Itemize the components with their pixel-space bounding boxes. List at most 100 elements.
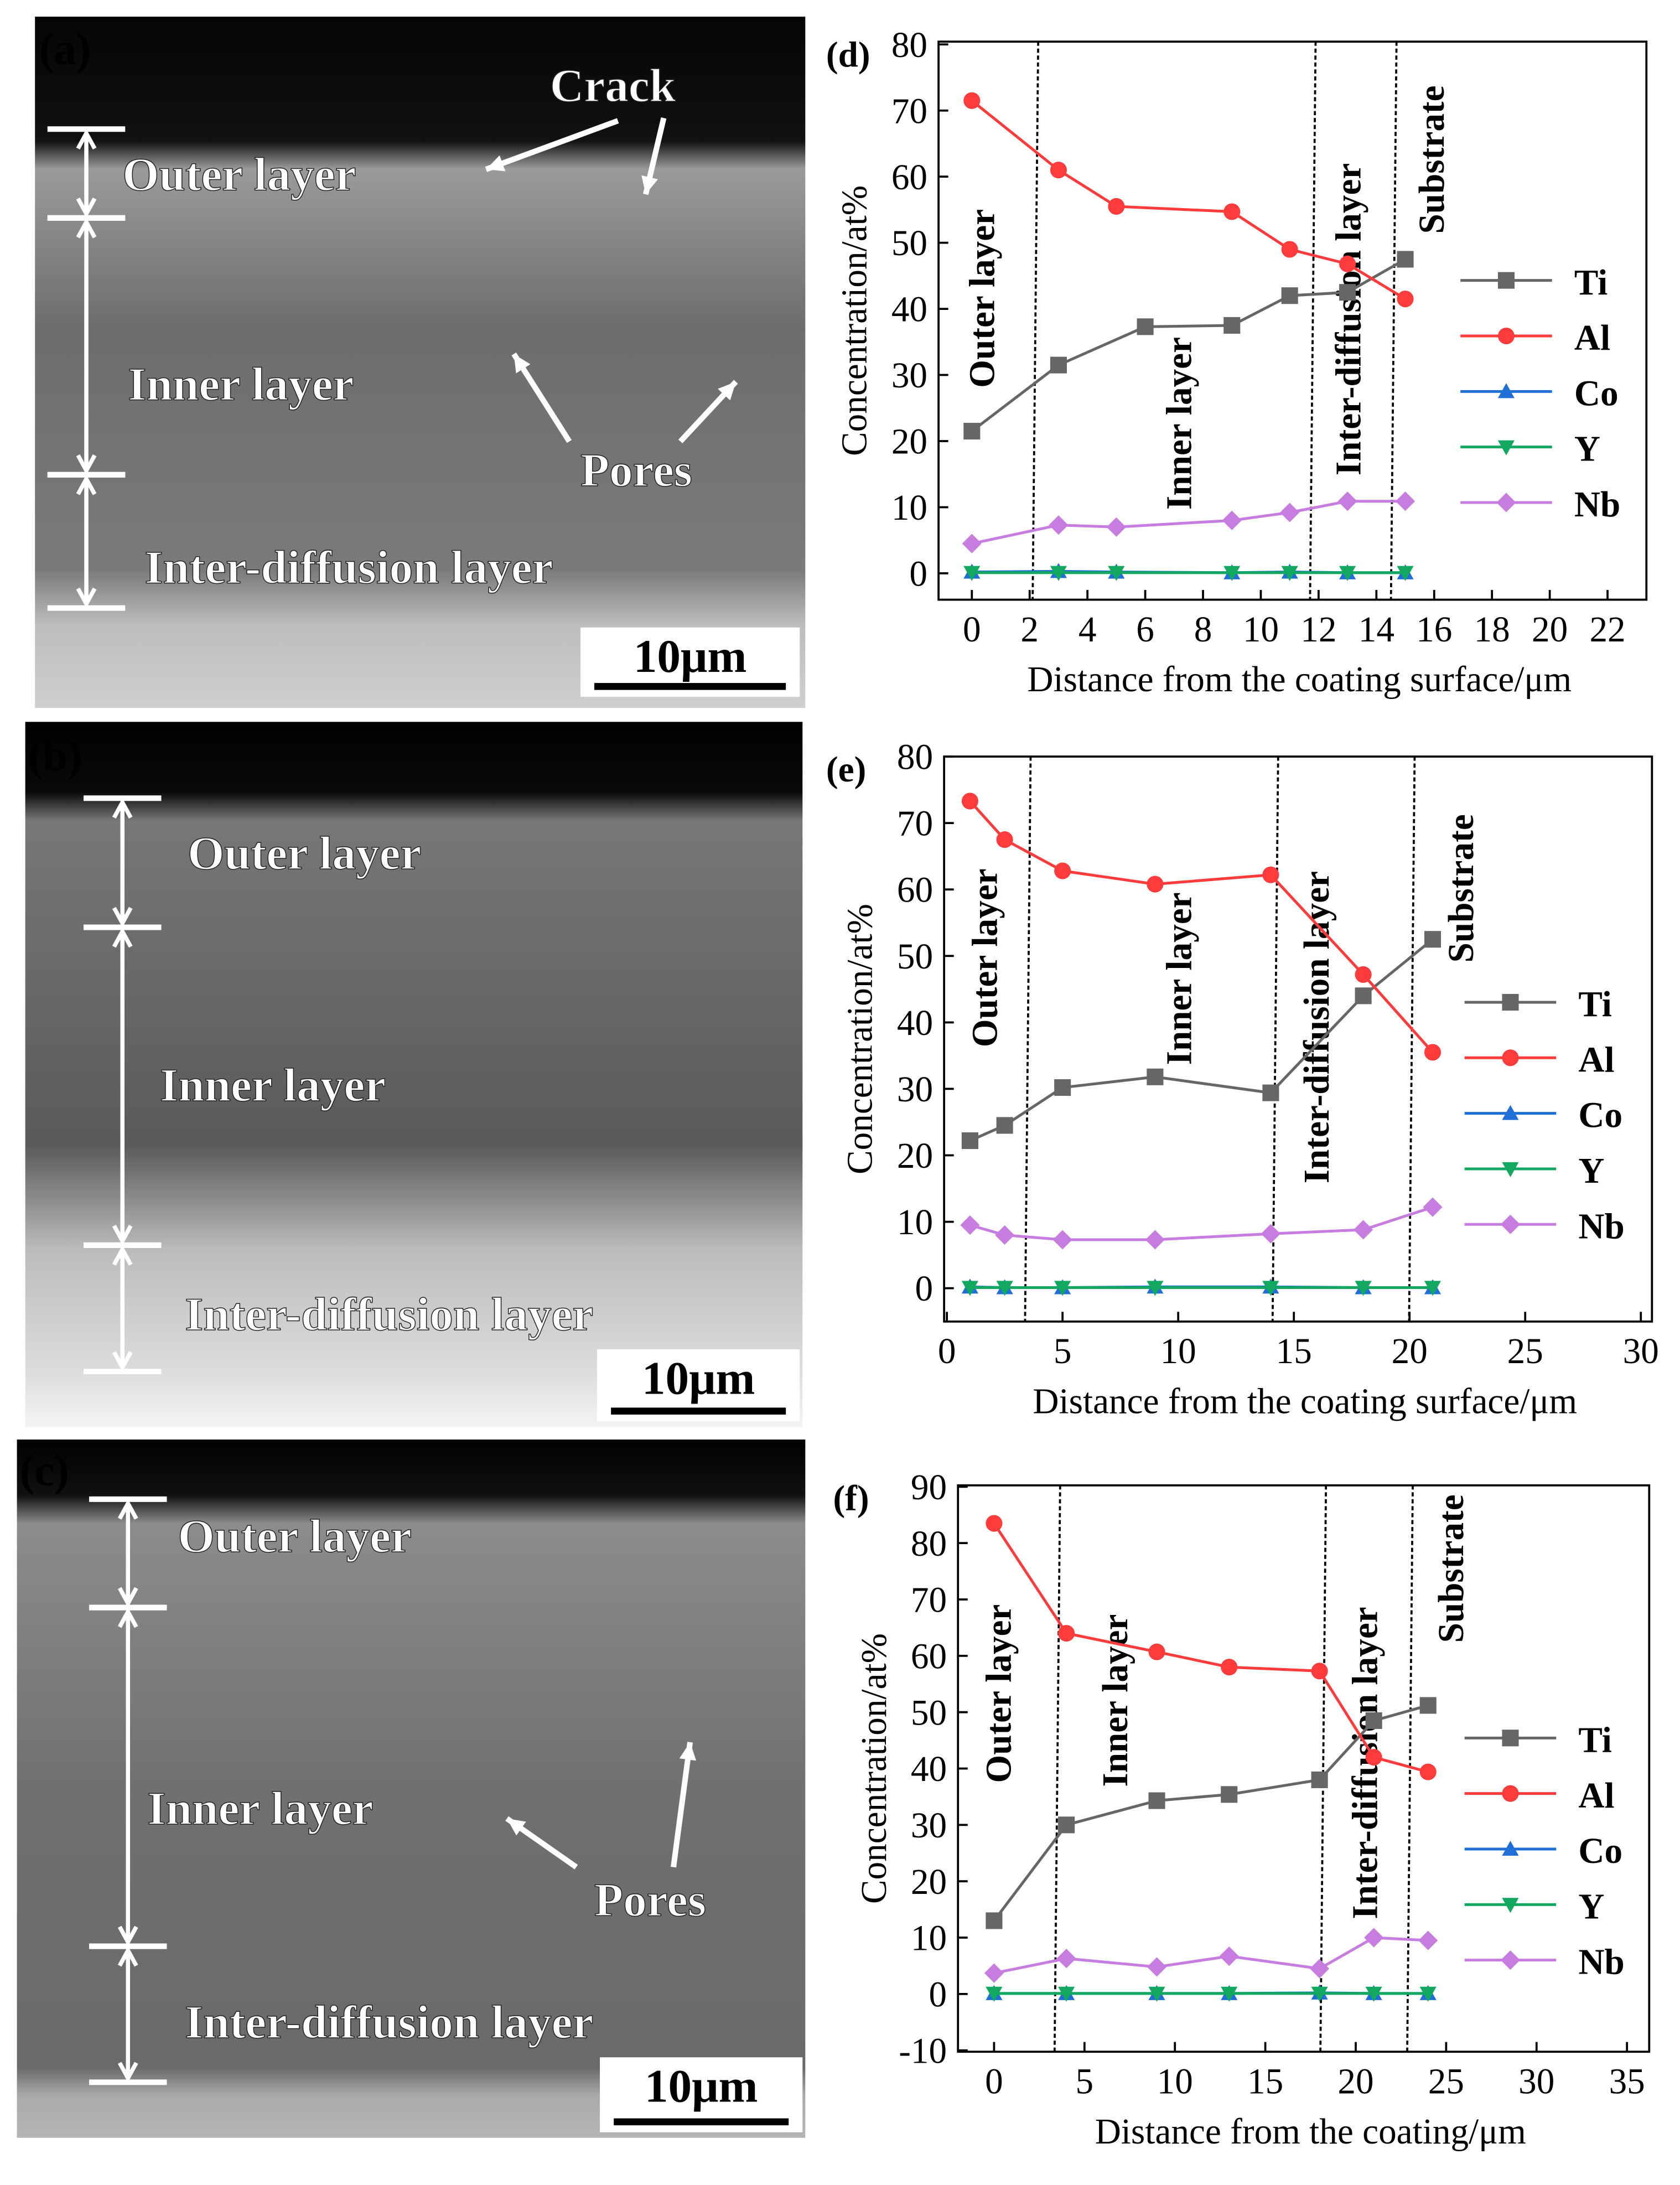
region-label: Outer layer [962, 209, 1002, 388]
data-point [1424, 1281, 1442, 1296]
data-point [1339, 255, 1356, 272]
arrowhead-icon [641, 175, 658, 195]
legend-item-nb: Nb [1460, 485, 1620, 525]
layer-boundary-line [1024, 756, 1032, 1322]
layer-label: Outer layer [122, 149, 356, 201]
data-point [1147, 1068, 1164, 1085]
arrowhead-icon [486, 155, 506, 172]
y-tick-label: 50 [911, 1693, 947, 1733]
region-label: Inner layer [1160, 892, 1200, 1065]
x-tick-label: 20 [1532, 610, 1568, 650]
series-ti [963, 251, 1414, 440]
data-point [1419, 1763, 1437, 1780]
series-line [969, 800, 1434, 1054]
legend-label: Ti [1574, 263, 1608, 303]
x-tick-label: 12 [1300, 610, 1336, 650]
scale-bar-label: 10μm [634, 630, 747, 682]
series-al [961, 793, 1442, 1061]
data-point [986, 1912, 1003, 1929]
data-point [1423, 1197, 1443, 1217]
data-point [1502, 1162, 1519, 1178]
y-tick-label: 80 [911, 1524, 947, 1564]
x-tick-label: 0 [963, 610, 981, 650]
x-axis-label: Distance from the coating surface/μm [1027, 660, 1572, 700]
layer-boundary-line [1031, 42, 1040, 600]
data-point [1262, 866, 1279, 883]
legend-item-nb: Nb [1464, 1207, 1625, 1246]
data-point [1500, 1214, 1521, 1234]
data-point [1147, 876, 1164, 893]
y-tick-label: 20 [891, 422, 927, 462]
y-axis-label: Concentration/at% [835, 185, 875, 456]
legend-label: Co [1574, 374, 1619, 413]
x-tick-label: 0 [938, 1332, 956, 1371]
region-label: Substrate [1412, 85, 1452, 234]
data-point [1106, 517, 1126, 537]
data-point [1050, 566, 1067, 581]
legend-label: Nb [1578, 1943, 1624, 1982]
legend-item-ti: Ti [1460, 263, 1608, 303]
layer-label: Pores [594, 1874, 706, 1926]
arrowhead-icon [679, 1742, 697, 1761]
legend-label: Nb [1578, 1207, 1624, 1246]
layer-boundary-line [1319, 1485, 1328, 2052]
data-point [961, 1281, 978, 1296]
legend-label: Ti [1578, 1720, 1611, 1760]
y-tick-label: 60 [891, 158, 927, 198]
region-label: Substrate [1432, 1494, 1471, 1643]
layer-label: Inner layer [147, 1783, 373, 1835]
data-point [1502, 1840, 1519, 1856]
legend-item-al: Al [1460, 318, 1610, 358]
sem-micrograph [25, 722, 803, 1427]
data-point [1058, 1816, 1075, 1834]
layer-label: Inter-diffusion layer [144, 541, 553, 593]
x-tick-label: 5 [1054, 1332, 1072, 1371]
data-point [1311, 1986, 1328, 2002]
legend-item-co: Co [1460, 374, 1619, 413]
legend-label: Y [1578, 1887, 1604, 1927]
y-tick-label: 40 [897, 1003, 933, 1043]
legend-item-co: Co [1464, 1831, 1622, 1871]
data-point [1058, 1625, 1075, 1642]
series-al [963, 92, 1414, 308]
data-point [1311, 1771, 1328, 1788]
data-point [995, 1225, 1015, 1245]
data-point [986, 1986, 1003, 2002]
x-tick-label: 10 [1157, 2062, 1193, 2101]
data-point [1221, 1986, 1238, 2002]
data-point [1221, 1659, 1238, 1676]
arrowhead-icon [112, 1245, 133, 1372]
y-tick-label: 10 [911, 1919, 947, 1959]
data-point [1364, 1928, 1384, 1948]
legend-item-y: Y [1460, 429, 1600, 469]
sem-micrograph [35, 17, 806, 708]
data-point [1339, 566, 1356, 581]
data-point [1148, 1792, 1165, 1809]
layer-boundary-line [1271, 756, 1279, 1322]
data-point [960, 1215, 980, 1235]
data-point [1221, 1786, 1238, 1803]
x-axis-label: Distance from the coating/μm [1095, 2112, 1526, 2152]
chart-d: (d)0 2 4 6 8 10 12 14 16 18 20 2201020304050607080D… [826, 25, 1648, 700]
chart-e: (e) 0 5 10 15 20 25 30 0 10 20 30 40 50 60 70 80 Distance… [826, 738, 1659, 1422]
y-tick-label: 60 [911, 1637, 947, 1676]
data-point [1310, 1959, 1330, 1979]
data-point [963, 566, 981, 581]
data-point [1049, 515, 1069, 535]
legend-label: Al [1574, 318, 1610, 358]
scale-bar [611, 1407, 786, 1415]
panel-letter: (c) [20, 1446, 69, 1495]
data-point [963, 92, 981, 109]
data-point [1050, 356, 1067, 374]
x-tick-label: 30 [1518, 2062, 1554, 2101]
x-tick-label: 15 [1247, 2062, 1283, 2101]
data-point [1497, 383, 1515, 398]
data-point [1365, 1712, 1382, 1730]
data-point [1280, 503, 1300, 522]
data-point [996, 1281, 1013, 1296]
data-point [1365, 1749, 1382, 1766]
data-point [1262, 1281, 1279, 1296]
arrowhead-icon [718, 381, 736, 401]
legend-item-co: Co [1464, 1096, 1622, 1136]
layer-label: Outer layer [188, 827, 421, 879]
